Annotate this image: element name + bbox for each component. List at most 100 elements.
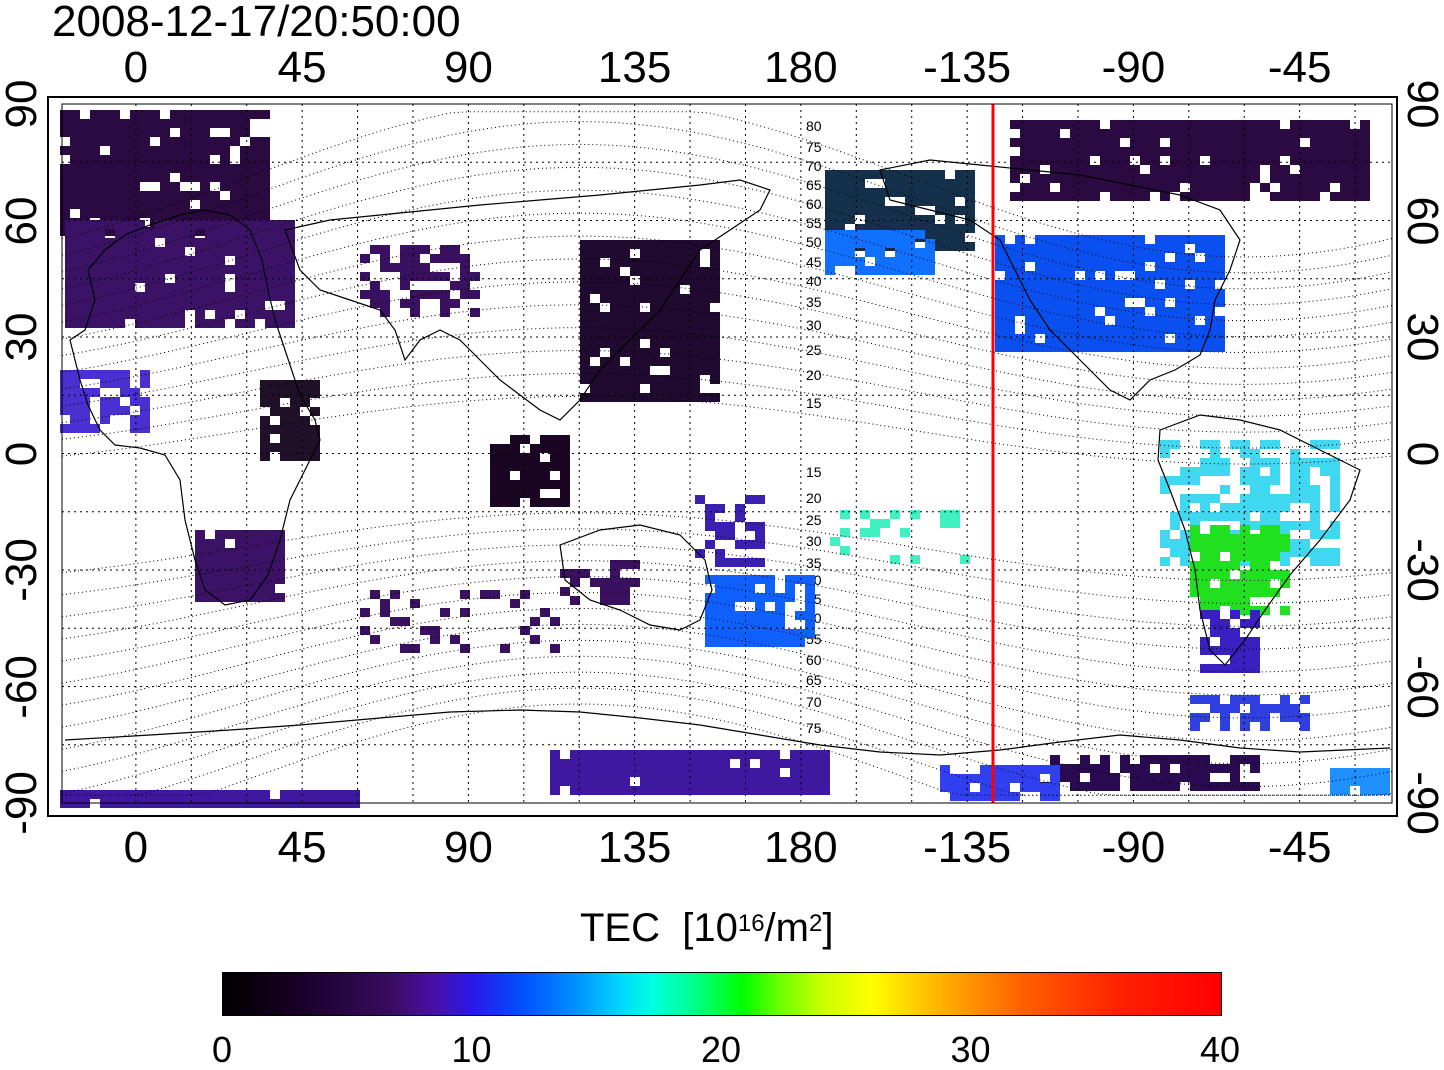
tec-cell — [150, 110, 160, 119]
tec-cell — [90, 790, 100, 799]
tec-cell — [155, 247, 165, 256]
tec-cell — [670, 375, 680, 384]
tec-cell — [795, 629, 805, 638]
tec-cell — [1005, 307, 1015, 316]
tec-cell — [1150, 773, 1160, 782]
tec-cell — [165, 292, 175, 301]
tec-cell — [865, 215, 875, 224]
tec-cell — [1145, 280, 1155, 289]
tec-cell — [640, 375, 650, 384]
tec-cell — [835, 197, 845, 206]
tec-cell — [285, 256, 295, 265]
tec-cell — [1230, 782, 1240, 791]
tec-cell — [1230, 129, 1240, 138]
tec-cell — [610, 777, 620, 786]
tec-cell — [1215, 334, 1225, 343]
tec-cell — [1070, 192, 1080, 201]
tec-cell — [1270, 120, 1280, 129]
tec-cell — [215, 265, 225, 274]
tec-cell — [275, 256, 285, 265]
tec-cell — [580, 348, 590, 357]
tec-cell — [610, 258, 620, 267]
tec-cell — [590, 750, 600, 759]
tec-cell — [290, 425, 300, 434]
tec-cell — [970, 774, 980, 783]
tec-cell — [1215, 253, 1225, 262]
tec-cell — [670, 348, 680, 357]
tec-cell — [1320, 138, 1330, 147]
tec-cell — [1220, 503, 1230, 512]
top-lon-label: 135 — [597, 43, 672, 92]
tec-cell — [1185, 307, 1195, 316]
tec-cell — [1005, 316, 1015, 325]
tec-cell — [180, 155, 190, 164]
tec-cell — [60, 388, 70, 397]
tec-cell — [720, 768, 730, 777]
tec-cell — [75, 301, 85, 310]
tec-cell — [215, 220, 225, 229]
tec-cell — [710, 330, 720, 339]
tec-cell — [300, 389, 310, 398]
magnetic-latitude-line — [61, 528, 1393, 604]
tec-cell — [210, 146, 220, 155]
tec-cell — [1200, 494, 1210, 503]
tec-cell — [660, 303, 670, 312]
tec-cell — [1095, 280, 1105, 289]
tec-cell — [1310, 165, 1320, 174]
tec-cell — [145, 274, 155, 283]
tec-cell — [1230, 773, 1240, 782]
tec-cell — [1250, 713, 1260, 722]
tec-cell — [235, 557, 245, 566]
tec-cell — [1270, 512, 1280, 521]
tec-cell — [895, 224, 905, 233]
tec-cell — [160, 164, 170, 173]
tec-cell — [215, 229, 225, 238]
tec-cell — [640, 759, 650, 768]
tec-cell — [210, 209, 220, 218]
tec-cell — [705, 540, 715, 549]
tec-cell — [120, 182, 130, 191]
tec-cell — [235, 584, 245, 593]
tec-cell — [700, 267, 710, 276]
tec-cell — [1260, 138, 1270, 147]
tec-cell — [230, 128, 240, 137]
tec-cell — [1350, 192, 1360, 201]
tec-cell — [115, 220, 125, 229]
tec-cell — [230, 119, 240, 128]
tec-cell — [105, 220, 115, 229]
tec-cell — [580, 285, 590, 294]
tec-cell — [1045, 271, 1055, 280]
tec-cell — [1110, 120, 1120, 129]
tec-cell — [220, 119, 230, 128]
tec-cell — [250, 173, 260, 182]
tec-cell — [760, 750, 770, 759]
tec-cell — [660, 285, 670, 294]
tec-cell — [200, 128, 210, 137]
tec-cell — [1310, 521, 1320, 530]
tec-cell — [650, 786, 660, 795]
tec-cell — [70, 155, 80, 164]
tec-cell — [1220, 485, 1230, 494]
tec-cell — [70, 200, 80, 209]
tec-cell — [90, 200, 100, 209]
tec-cell — [680, 393, 690, 402]
tec-cell — [590, 303, 600, 312]
tec-cell — [925, 266, 935, 275]
tec-cell — [690, 276, 700, 285]
tec-cell — [255, 265, 265, 274]
tec-cell — [580, 777, 590, 786]
tec-cell — [1270, 138, 1280, 147]
tec-cell — [825, 170, 835, 179]
tec-cell — [1200, 543, 1210, 552]
tec-cell — [600, 249, 610, 258]
tec-cell — [205, 539, 215, 548]
tec-cell — [160, 790, 170, 799]
tec-cell — [1300, 174, 1310, 183]
tec-cell — [1230, 579, 1240, 588]
tec-cell — [630, 294, 640, 303]
tec-cell — [725, 638, 735, 647]
tec-cell — [330, 790, 340, 799]
tec-cell — [1160, 476, 1170, 485]
tec-cell — [1040, 174, 1050, 183]
tec-cell — [1105, 244, 1115, 253]
